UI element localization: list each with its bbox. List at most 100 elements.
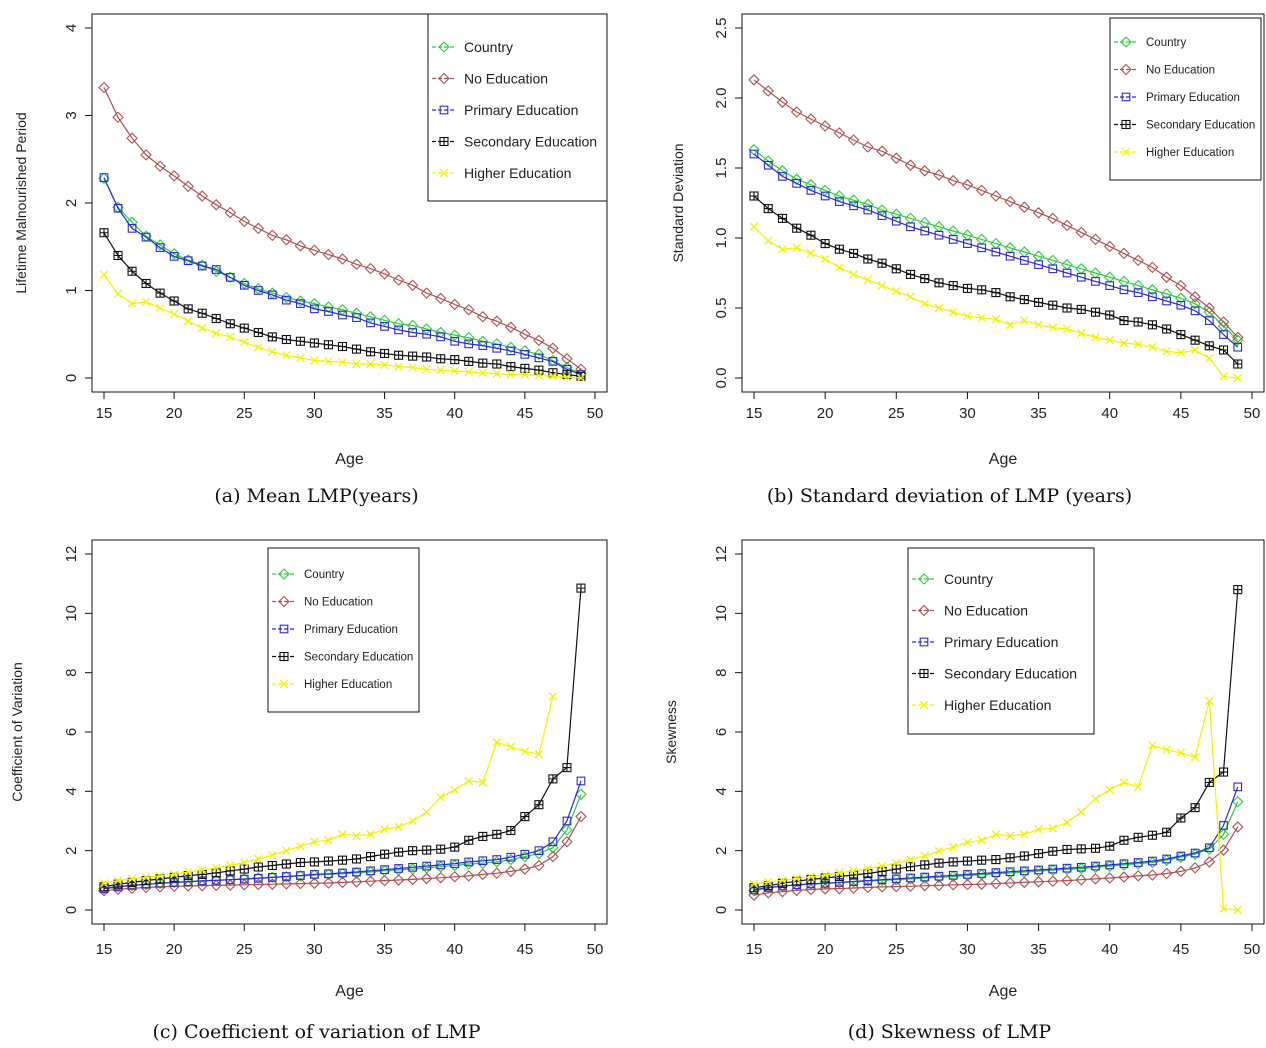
data-point-secondary-education: [1076, 844, 1086, 854]
data-point-secondary-education: [267, 332, 277, 342]
data-point-secondary-education: [450, 842, 460, 852]
data-point-primary-education: [977, 869, 987, 878]
y-tick-label: 12: [713, 546, 730, 563]
data-point-no-education: [1160, 867, 1173, 880]
data-point-higher-education: [1005, 831, 1015, 841]
data-point-higher-education: [492, 369, 502, 378]
data-point-secondary-education: [1005, 292, 1015, 302]
legend-marker-country: [278, 568, 290, 580]
data-point-no-education: [322, 877, 335, 889]
y-tick-label: 6: [713, 728, 730, 736]
y-tick-label: 2.5: [713, 18, 730, 39]
data-point-primary-education: [338, 868, 347, 878]
data-point-secondary-education: [1233, 359, 1243, 369]
legend-label-country: Country: [944, 571, 993, 587]
x-axis-label: Age: [335, 451, 364, 468]
data-point-higher-education: [1076, 328, 1086, 338]
data-point-higher-education: [366, 359, 375, 369]
series-no-education: [98, 81, 587, 376]
data-point-no-education: [762, 85, 775, 97]
chart-d-svg: 15 20 25 30 35 40 45 50 0 2 4 6 8 10 12 Age Skewness Coun…: [663, 539, 1265, 1000]
legend-item-primary-education: Primary Education: [912, 634, 1058, 650]
data-point-primary-education: [239, 280, 249, 290]
data-point-higher-education: [1133, 340, 1143, 349]
data-point-primary-education: [948, 870, 958, 880]
legend-item-secondary-education: Secondary Education: [432, 134, 597, 150]
data-point-higher-education: [792, 874, 801, 883]
data-point-country: [1189, 298, 1201, 310]
data-point-no-education: [904, 880, 917, 893]
data-point-no-education: [378, 268, 391, 280]
data-point-higher-education: [211, 329, 221, 338]
y-tick-label: 6: [63, 728, 80, 736]
data-point-higher-education: [1020, 316, 1029, 325]
data-point-higher-education: [1105, 785, 1114, 795]
legend-marker-higher-education: [919, 700, 929, 710]
data-point-primary-education: [1119, 859, 1129, 869]
legend-label-no-education: No Education: [944, 603, 1028, 619]
data-point-higher-education: [436, 793, 445, 802]
data-point-higher-education: [310, 356, 319, 365]
data-point-secondary-education: [211, 868, 221, 878]
data-point-higher-education: [1076, 807, 1086, 817]
data-point-higher-education: [948, 842, 958, 852]
legend-label-higher-education: Higher Education: [304, 679, 392, 691]
data-point-secondary-education: [1048, 300, 1058, 310]
data-point-no-education: [491, 315, 503, 327]
legend-item-country: Country: [1114, 36, 1187, 49]
data-point-higher-education: [127, 299, 137, 308]
legend-item-no-education: No Education: [912, 603, 1028, 619]
data-point-primary-education: [324, 869, 333, 879]
data-point-secondary-education: [1019, 295, 1029, 305]
data-point-higher-education: [920, 299, 930, 309]
data-point-secondary-education: [478, 358, 488, 368]
x-tick-label: 50: [587, 941, 604, 958]
data-point-primary-education: [506, 346, 516, 356]
data-point-no-education: [406, 279, 419, 292]
data-point-primary-education: [906, 222, 915, 232]
data-point-higher-education: [792, 243, 801, 253]
data-point-higher-education: [380, 360, 389, 370]
legend-box: [267, 547, 420, 713]
legend-label-primary-education: Primary Education: [304, 624, 398, 636]
legend-item-no-education: No Education: [1114, 63, 1215, 77]
legend-item-secondary-education: Secondary Education: [272, 652, 413, 664]
data-point-country: [561, 824, 573, 836]
data-point-country: [448, 329, 461, 341]
y-tick-label: 3: [63, 111, 80, 119]
data-point-primary-education: [464, 857, 474, 867]
data-point-primary-education: [436, 332, 446, 342]
data-point-no-education: [790, 106, 803, 118]
data-point-higher-education: [1176, 748, 1186, 758]
data-point-primary-education: [408, 328, 417, 337]
legend-label-higher-education: Higher Education: [1146, 147, 1234, 159]
data-point-no-education: [904, 159, 917, 171]
data-point-no-education: [336, 876, 349, 889]
data-point-secondary-education: [1133, 317, 1143, 327]
legend-marker-primary-education: [279, 624, 289, 634]
data-point-higher-education: [1219, 372, 1228, 381]
data-point-no-education: [876, 881, 888, 893]
data-point-no-education: [1004, 877, 1016, 889]
data-point-higher-education: [835, 263, 844, 272]
data-point-higher-education: [240, 337, 249, 347]
legend-label-primary-education: Primary Education: [464, 102, 578, 118]
data-point-country: [1132, 279, 1144, 292]
data-point-primary-education: [225, 875, 235, 885]
data-point-secondary-education: [169, 296, 179, 306]
data-point-primary-education: [267, 290, 277, 300]
data-point-country: [1217, 828, 1230, 841]
data-point-no-education: [476, 868, 489, 881]
legend-marker-no-education: [438, 72, 450, 85]
data-point-secondary-education: [1162, 324, 1172, 334]
legend-marker-no-education: [918, 604, 930, 617]
chart-b-svg: 15 20 25 30 35 40 45 50 0.0 0.5 1.0 1.5 2.0 2.5 Age Sta…: [670, 13, 1265, 468]
data-point-primary-education: [352, 313, 361, 322]
x-tick-label: 45: [517, 405, 534, 422]
data-point-primary-education: [464, 339, 474, 349]
data-point-secondary-education: [436, 844, 446, 854]
data-point-higher-education: [991, 830, 1001, 839]
data-point-no-education: [847, 882, 860, 894]
data-point-higher-education: [906, 855, 915, 864]
data-point-no-education: [862, 141, 874, 153]
